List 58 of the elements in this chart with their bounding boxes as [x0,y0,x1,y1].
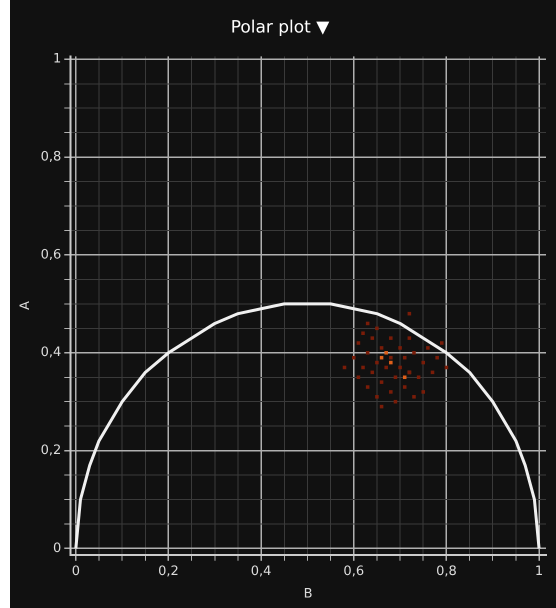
point [412,351,416,355]
point [380,346,384,350]
point [361,366,365,370]
point [408,312,412,316]
point [366,322,370,326]
x-tick-label: 0,2 [158,564,179,579]
point [402,356,406,360]
point [440,341,444,345]
point [430,370,434,374]
point [412,395,416,399]
x-tick-label: 0,4 [250,564,272,579]
y-tick-label: 0,4 [40,345,62,360]
point [370,370,374,374]
point [375,395,379,399]
point [361,331,365,336]
point [384,351,388,355]
point [389,390,393,394]
x-tick-label: 0 [72,564,80,579]
point [356,375,360,380]
point [402,375,406,380]
point [389,360,393,364]
point [421,360,426,364]
point [421,390,426,394]
point [402,385,406,389]
point [444,366,448,370]
point [370,336,374,340]
x-tick-label: 0,6 [343,564,364,579]
point [394,400,398,404]
y-tick-label: 0,8 [40,150,62,165]
y-tick-label: 1 [52,52,62,67]
x-tick-label: 0,8 [436,564,457,579]
point [389,356,393,360]
point [375,360,379,364]
y-axis-title: A [18,301,34,310]
point [380,380,384,384]
y-tick-label: 0 [52,540,62,556]
point [426,346,430,350]
point [408,336,412,340]
point [352,356,356,360]
point [356,341,360,345]
point [394,375,398,380]
x-axis-title: B [304,586,313,602]
point [416,375,420,380]
point [398,346,402,350]
chart-title: Polar plot ▼ [230,18,330,38]
point [435,356,439,360]
point [398,366,402,370]
point [380,404,384,408]
point [366,385,370,389]
y-tick-label: 0,6 [40,247,62,262]
y-tick-label: 0,2 [40,442,62,458]
point [389,336,393,340]
point [375,326,379,330]
x-tick-label: 1 [534,564,544,579]
point [380,356,384,360]
point [384,366,388,370]
point [366,351,370,355]
point [342,366,346,370]
